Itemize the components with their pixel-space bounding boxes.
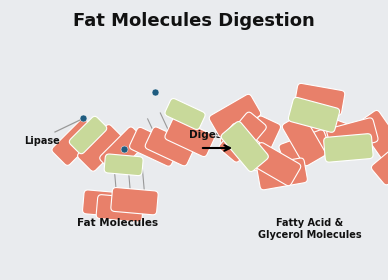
FancyBboxPatch shape xyxy=(324,134,373,162)
FancyBboxPatch shape xyxy=(165,99,205,129)
Text: Fat Molecules: Fat Molecules xyxy=(78,218,159,228)
FancyBboxPatch shape xyxy=(96,195,144,222)
Text: Fat Molecules Digestion: Fat Molecules Digestion xyxy=(73,12,315,30)
FancyBboxPatch shape xyxy=(240,116,281,168)
Text: Digestion: Digestion xyxy=(189,130,245,140)
FancyBboxPatch shape xyxy=(69,116,107,154)
FancyBboxPatch shape xyxy=(78,125,124,171)
FancyBboxPatch shape xyxy=(145,127,195,166)
Text: Fatty Acid &
Glycerol Molecules: Fatty Acid & Glycerol Molecules xyxy=(258,218,362,240)
FancyBboxPatch shape xyxy=(165,118,215,157)
FancyBboxPatch shape xyxy=(327,118,378,153)
FancyBboxPatch shape xyxy=(83,190,130,217)
FancyBboxPatch shape xyxy=(257,158,307,190)
FancyBboxPatch shape xyxy=(100,127,146,174)
FancyBboxPatch shape xyxy=(358,110,388,161)
FancyBboxPatch shape xyxy=(288,97,340,132)
FancyBboxPatch shape xyxy=(104,154,143,176)
FancyBboxPatch shape xyxy=(371,138,388,185)
FancyBboxPatch shape xyxy=(219,112,266,162)
FancyBboxPatch shape xyxy=(294,83,345,115)
FancyBboxPatch shape xyxy=(111,188,158,215)
FancyBboxPatch shape xyxy=(249,143,301,186)
Text: Lipase: Lipase xyxy=(24,136,60,146)
FancyBboxPatch shape xyxy=(52,119,99,165)
FancyBboxPatch shape xyxy=(130,127,179,166)
FancyBboxPatch shape xyxy=(279,130,331,168)
FancyBboxPatch shape xyxy=(300,111,352,148)
FancyBboxPatch shape xyxy=(220,123,270,171)
FancyBboxPatch shape xyxy=(209,94,261,137)
FancyBboxPatch shape xyxy=(282,114,326,166)
FancyBboxPatch shape xyxy=(221,122,268,172)
